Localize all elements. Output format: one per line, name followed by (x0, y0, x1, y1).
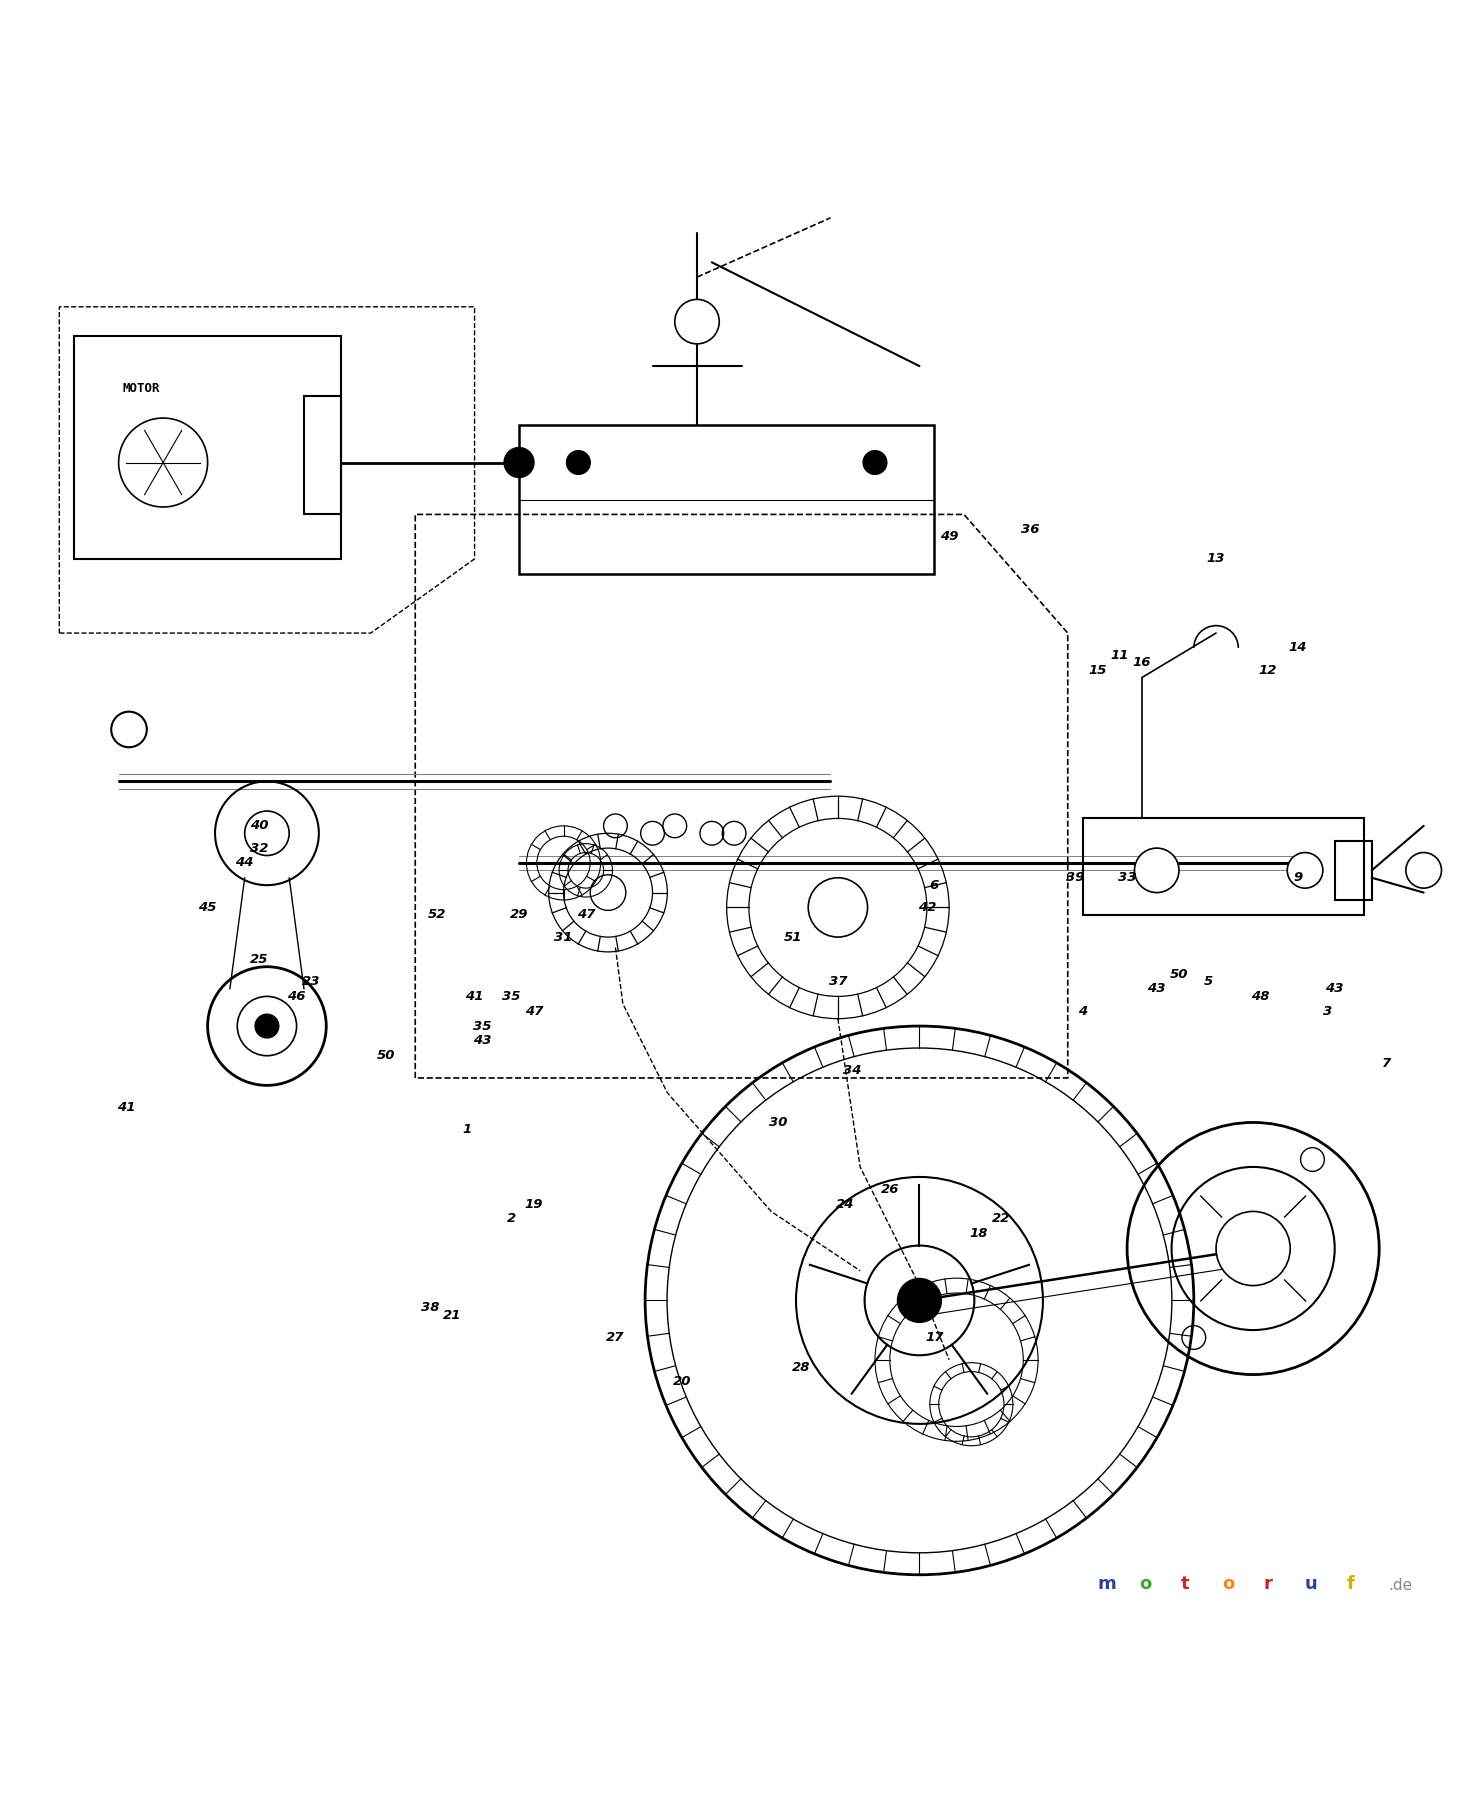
Text: 41: 41 (466, 990, 483, 1003)
Text: 16: 16 (1133, 657, 1151, 670)
Bar (519, 425, 934, 574)
Circle shape (1406, 853, 1441, 887)
Text: 32: 32 (251, 842, 268, 855)
Text: 22: 22 (992, 1213, 1010, 1226)
Circle shape (1287, 853, 1323, 887)
Text: 42: 42 (918, 902, 936, 914)
Text: 24: 24 (836, 1197, 854, 1211)
Text: 4: 4 (1078, 1004, 1087, 1017)
Text: .de: .de (1388, 1577, 1412, 1593)
Text: 9: 9 (1293, 871, 1302, 884)
Text: 47: 47 (577, 909, 595, 922)
Text: 48: 48 (1252, 990, 1269, 1003)
Text: 47: 47 (525, 1004, 543, 1017)
Text: 37: 37 (829, 976, 847, 988)
Text: 17: 17 (925, 1330, 943, 1345)
Text: 27: 27 (607, 1330, 624, 1345)
Text: r: r (1264, 1575, 1272, 1593)
Text: t: t (1180, 1575, 1189, 1593)
Text: m: m (1097, 1575, 1117, 1593)
Text: 38: 38 (421, 1301, 439, 1314)
Text: 13: 13 (1207, 553, 1225, 565)
Text: 39: 39 (1066, 871, 1084, 884)
Circle shape (1134, 848, 1179, 893)
Text: 49: 49 (940, 531, 958, 544)
Text: 31: 31 (555, 931, 572, 943)
Text: 25: 25 (251, 952, 268, 967)
Circle shape (590, 875, 626, 911)
Text: f: f (1347, 1575, 1354, 1593)
Text: 44: 44 (236, 857, 254, 869)
Text: 19: 19 (525, 1197, 543, 1211)
Text: 35: 35 (503, 990, 521, 1003)
Text: 34: 34 (844, 1064, 862, 1076)
Circle shape (675, 299, 719, 344)
Text: 45: 45 (199, 902, 217, 914)
Text: 46: 46 (288, 990, 305, 1003)
Text: 43: 43 (1326, 983, 1344, 995)
Text: 1: 1 (463, 1123, 472, 1136)
Circle shape (245, 812, 289, 855)
Text: 41: 41 (117, 1102, 135, 1114)
Circle shape (897, 1278, 942, 1323)
Text: 3: 3 (1323, 1004, 1332, 1017)
Text: 12: 12 (1259, 664, 1277, 677)
Text: 30: 30 (770, 1116, 787, 1129)
Text: 14: 14 (1289, 641, 1307, 655)
Text: o: o (1139, 1575, 1151, 1593)
Text: 36: 36 (1022, 522, 1040, 536)
Text: o: o (1222, 1575, 1234, 1593)
Bar (304, 396, 341, 515)
Text: 50: 50 (1170, 968, 1188, 981)
Circle shape (567, 450, 590, 475)
Circle shape (808, 878, 868, 938)
Text: 18: 18 (970, 1228, 988, 1240)
Bar (74, 337, 341, 560)
Circle shape (255, 1013, 279, 1039)
Text: 40: 40 (251, 819, 268, 832)
Text: 43: 43 (473, 1035, 491, 1048)
Text: 51: 51 (785, 931, 802, 943)
Text: 15: 15 (1089, 664, 1106, 677)
Text: u: u (1305, 1575, 1318, 1593)
Text: 11: 11 (1111, 648, 1129, 662)
Circle shape (863, 450, 887, 475)
Text: 35: 35 (473, 1019, 491, 1033)
Text: 20: 20 (673, 1375, 691, 1388)
Text: 28: 28 (792, 1361, 810, 1373)
Text: 29: 29 (510, 909, 528, 922)
Text: 43: 43 (1148, 983, 1166, 995)
Text: 21: 21 (443, 1309, 461, 1321)
Text: 7: 7 (1382, 1057, 1391, 1069)
Text: 52: 52 (429, 909, 446, 922)
Text: 50: 50 (377, 1049, 394, 1062)
Text: 33: 33 (1118, 871, 1136, 884)
Text: 26: 26 (881, 1183, 899, 1195)
Text: MOTOR: MOTOR (122, 382, 160, 394)
Text: 23: 23 (303, 976, 320, 988)
Circle shape (1216, 1211, 1290, 1285)
Text: 6: 6 (930, 878, 939, 891)
Circle shape (504, 448, 534, 477)
Text: 5: 5 (1204, 976, 1213, 988)
Text: 2: 2 (507, 1213, 516, 1226)
Bar (1335, 841, 1372, 900)
